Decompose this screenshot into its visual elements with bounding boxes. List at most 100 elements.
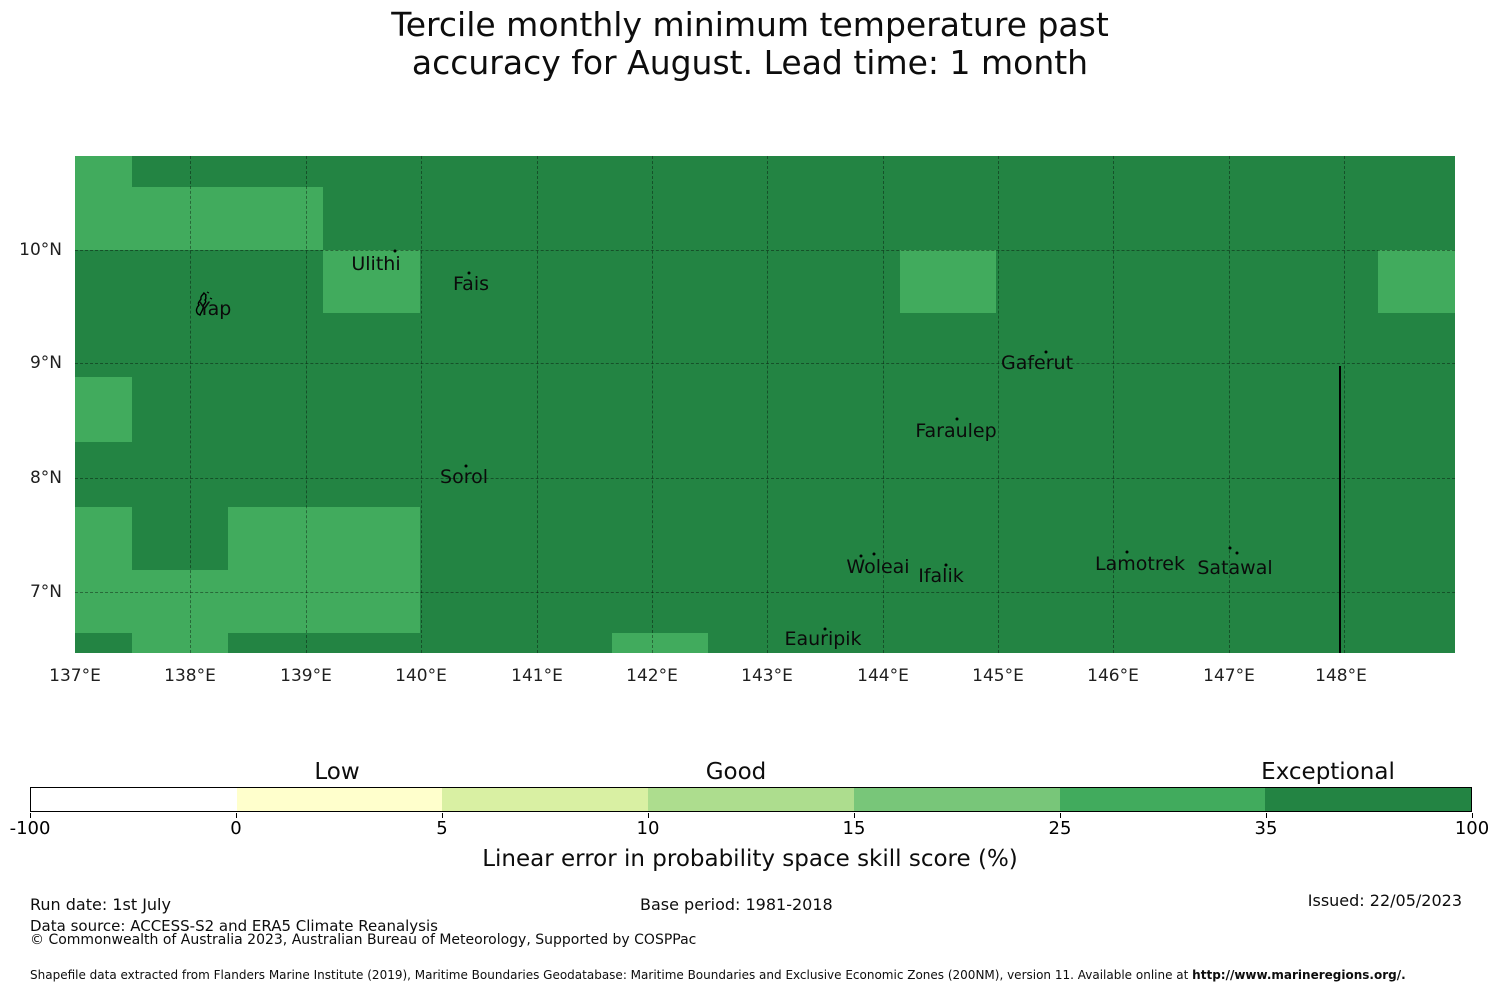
colorbar-tickmark [1266,813,1267,818]
chart-title-line-2: accuracy for August. Lead time: 1 month [411,43,1089,82]
y-tick-label: 9°N [29,353,62,373]
colorbar-tickmark [854,813,855,818]
island-dot-sorol [464,464,468,468]
meridian-gridline [1113,156,1114,653]
colorbar-tickmark [30,813,31,818]
chart-title: Tercile monthly minimum temperature past… [0,6,1500,82]
map-cell-25-35 [612,633,708,653]
island-dot-ifalik [944,563,948,567]
island-label-satawal: Satawal [1197,557,1273,579]
island-label-eauripik: Eauripik [784,628,862,650]
colorbar-tick-label: 25 [1048,818,1072,839]
x-tick-label: 141°E [511,666,563,686]
meridian-gridline [306,156,307,653]
map-cell-25-35 [900,250,996,313]
map-cell-25-35 [1378,250,1455,313]
meridian-gridline [767,156,768,653]
map-cell-25-35 [132,570,228,653]
colorbar-tickmark [648,813,649,818]
colorbar-category-exceptional: Exceptional [1261,759,1395,785]
colorbar-category-good: Good [705,759,767,785]
colorbar-tickmark [442,813,443,818]
island-dot-faraulep [955,417,959,421]
map-cell-25-35 [228,507,420,633]
island-label-woleai: Woleai [846,556,910,578]
colorbar-tick-label: 100 [1454,818,1490,839]
x-tick-label: 138°E [164,666,216,686]
colorbar-tickmark [1472,813,1473,818]
island-dot-woleai [859,554,863,558]
island-dot-lamotrek [1125,550,1129,554]
colorbar-tick-label: 0 [230,818,242,839]
map-cell-25-35 [323,250,420,313]
colorbar-tick-label: -100 [9,818,51,839]
parallel-gridline [75,592,1455,593]
x-tick-label: 140°E [395,666,447,686]
colorbar-segment-10-15 [648,788,854,811]
island-dot-ulithi [393,249,397,253]
colorbar-tickmark [236,813,237,818]
y-tick-label: 8°N [29,468,62,488]
island-label-fais: Fais [452,273,490,295]
base-period-text: Base period: 1981-2018 [640,895,833,914]
colorbar-segment-25-35 [1059,788,1266,811]
parallel-gridline [75,363,1455,364]
meridian-gridline [190,156,191,653]
x-tick-label: 146°E [1087,666,1139,686]
shapefile-attribution: Shapefile data extracted from Flanders M… [30,968,1406,982]
x-tick-label: 145°E [972,666,1024,686]
island-label-ulithi: Ulithi [351,253,401,275]
data-source-text: Data source: ACCESS-S2 and ERA5 Climate … [30,917,438,935]
run-date-text: Run date: 1st July [30,895,171,914]
colorbar-tickmark [1060,813,1061,818]
island-label-faraulep: Faraulep [915,420,997,442]
meridian-gridline [1229,156,1230,653]
map-plot-area: Ulithi Fais Yap Gaferut Faraulep Sorol Woleai I… [75,156,1455,653]
x-tick-label: 139°E [280,666,332,686]
island-dot-satawal [1235,551,1239,555]
island-dot-fais [467,271,471,275]
shapefile-attribution-text: Shapefile data extracted from Flanders M… [30,968,1193,982]
x-tick-label: 142°E [626,666,678,686]
island-dot-gaferut [1044,350,1048,354]
colorbar-segment-5-10 [442,788,649,811]
colorbar-tick-label: 5 [436,818,448,839]
issued-date-text: Issued: 22/05/2023 [1307,891,1462,910]
island-label-yap: Yap [198,298,232,320]
colorbar [30,787,1472,812]
y-tick-label: 10°N [19,240,62,260]
map-cell-25-35 [75,507,132,633]
x-tick-label: 147°E [1203,666,1255,686]
colorbar-tick-label: 10 [636,818,660,839]
meridian-gridline [998,156,999,653]
copyright-text: © Commonwealth of Australia 2023, Austra… [30,932,697,948]
meridian-gridline [537,156,538,653]
colorbar-tick-label: 35 [1254,818,1278,839]
colorbar-tick-label: 15 [842,818,866,839]
parallel-gridline [75,478,1455,479]
meridian-gridline [421,156,422,653]
island-dot-woleai [872,552,876,556]
colorbar-axis-label: Linear error in probability space skill … [482,846,1018,872]
colorbar-segment-15-25 [853,788,1060,811]
meridian-gridline [652,156,653,653]
island-dot-eauripik [823,627,827,631]
island-label-lamotrek: Lamotrek [1095,553,1185,575]
x-tick-label: 143°E [741,666,793,686]
y-tick-label: 7°N [29,582,62,602]
island-label-sorol: Sorol [440,466,488,488]
colorbar-segment-0-5 [236,788,443,811]
meridian-gridline [1344,156,1345,653]
parallel-gridline [75,250,1455,251]
colorbar-category-low: Low [314,759,360,785]
island-label-ifalik: Ifalik [918,565,964,587]
chart-title-line-1: Tercile monthly minimum temperature past [391,5,1109,44]
meridian-gridline [883,156,884,653]
map-cell-25-35 [75,377,132,442]
shapefile-attribution-url: http://www.marineregions.org/. [1192,968,1406,982]
colorbar-segment--100-0 [31,788,237,811]
x-tick-label: 148°E [1315,666,1367,686]
x-tick-label: 137°E [49,666,101,686]
island-label-gaferut: Gaferut [1000,352,1074,374]
